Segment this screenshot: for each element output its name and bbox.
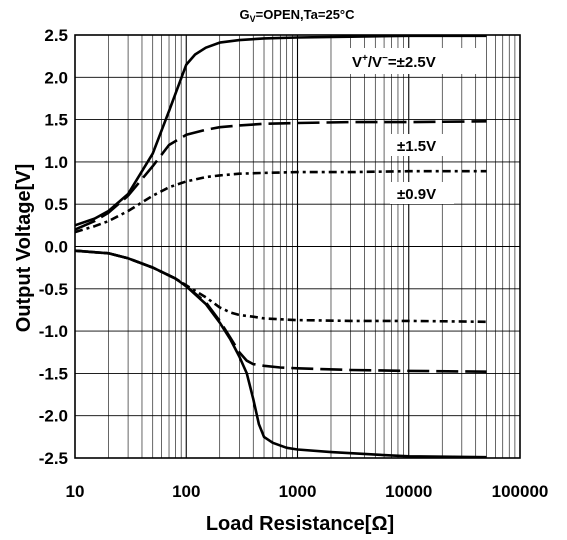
annotation-supply-sup1: + [362,53,368,64]
x-tick-label: 10 [66,482,85,501]
chart-subtitle: GV=OPEN,Ta=25°C [239,7,355,24]
annotation-supply-sup2: − [382,53,388,64]
annotation-supply-25: V+/V−=±2.5V [352,53,436,71]
y-tick-label: 2.5 [44,26,68,45]
y-tick-label: 1.5 [44,111,68,130]
y-tick-label: -2.5 [39,449,68,468]
annotation-background-25 [340,48,482,74]
y-tick-label: 0.0 [44,238,68,257]
series-line-6-dash-dot [74,249,487,324]
grid [75,35,520,458]
x-tick-labels: 10 100 1000 10000 100000 [66,482,549,501]
y-tick-label: -0.5 [39,280,68,299]
y-tick-label: -1.0 [39,322,68,341]
annotation-background-09 [390,182,454,204]
y-tick-labels: 2.5 2.0 1.5 1.0 0.5 0.0 -0.5 -1.0 -1.5 -2.0 -2.5 [39,26,68,468]
y-tick-label: 0.5 [44,195,68,214]
x-tick-label: 10000 [385,482,432,501]
x-axis-label: Load Resistance[Ω] [206,513,394,535]
annotation-background-15 [390,134,454,156]
y-tick-label: 1.0 [44,153,68,172]
y-tick-label: -1.5 [39,364,68,383]
series-line-4-long-dash [74,249,487,373]
annotation-supply-rest: =±2.5V [388,54,436,71]
annotation-supply-prefix: V [352,54,362,71]
subtitle-rest: =OPEN,Ta=25°C [256,7,356,22]
series-line-3-long-dash [74,120,487,231]
x-tick-label: 100000 [492,482,549,501]
subtitle-subscript: V [250,14,256,24]
series-line-1-solid [74,34,487,227]
series-line-5-dash-dot [74,169,487,234]
annotation-supply-mid: /V [368,54,382,71]
y-tick-label: 2.0 [44,68,68,87]
y-tick-label: -2.0 [39,407,68,426]
annotation-09: ±0.9V [397,186,436,203]
curves [74,34,487,459]
x-tick-label: 100 [172,482,200,501]
y-axis-label: Output Voltage[V] [13,164,35,333]
plot-frame [74,34,521,459]
x-tick-label: 1000 [279,482,317,501]
annotation-15: ±1.5V [397,138,436,155]
subtitle-main: G [239,7,249,22]
